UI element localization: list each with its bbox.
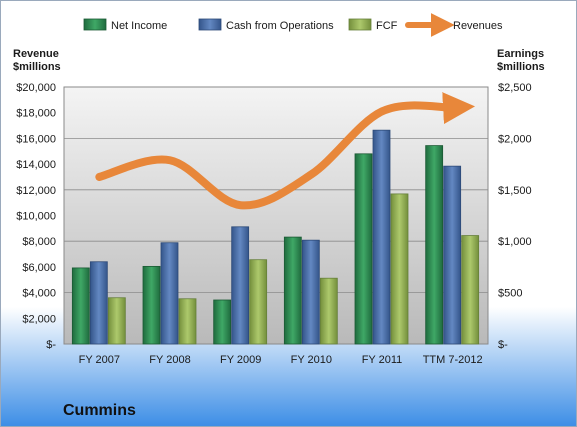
fcf-bar (178, 298, 197, 345)
right-axis-title-line1: Earnings (497, 48, 544, 60)
legend-cash-from-operations-label: Cash from Operations (226, 20, 334, 32)
fcf-bar (319, 277, 338, 345)
right-tick-label: $500 (498, 288, 522, 300)
legend-fcf: FCF (348, 18, 398, 32)
left-tick-label: $6,000 (22, 262, 56, 274)
right-axis-title-line2: $millions (497, 61, 545, 73)
fcf-bar (461, 235, 480, 345)
left-tick-label: $10,000 (16, 211, 56, 223)
right-tick-label: $1,000 (498, 236, 532, 248)
left-axis-title-line1: Revenue (13, 48, 59, 60)
category-label: FY 2011 (362, 354, 403, 366)
net-income-bar (283, 236, 302, 345)
left-tick-label: $16,000 (16, 133, 56, 145)
cash-from-operations-bar (231, 226, 250, 345)
left-tick-label: $2,000 (22, 313, 56, 325)
left-tick-label: $8,000 (22, 236, 56, 248)
legend-revenues-label: Revenues (453, 20, 503, 32)
legend-net-income: Net Income (83, 18, 167, 32)
net-income-bar (142, 265, 161, 345)
right-tick-label: $2,000 (498, 133, 532, 145)
cash-from-operations-bar (443, 165, 462, 345)
fcf-bar (390, 193, 409, 345)
category-label: FY 2007 (79, 354, 120, 366)
category-label: TTM 7-2012 (423, 354, 483, 366)
right-axis-ticks: $- $500 $1,000 $1,500 $2,000 $2,500 (498, 82, 532, 351)
company-name: Cummins (63, 402, 136, 419)
net-income-bar (354, 153, 373, 345)
legend-cash-from-operations: Cash from Operations (198, 18, 334, 32)
bars (71, 129, 480, 345)
legend: Net Income Cash from Operations FCF Revenue… (83, 13, 503, 37)
left-tick-label: $18,000 (16, 108, 56, 120)
cash-from-operations-bar (89, 261, 108, 345)
net-income-bar (425, 145, 444, 345)
legend-net-income-swatch (83, 18, 107, 31)
category-labels: FY 2007 FY 2008 FY 2009 FY 2010 FY 2011 TTM 7… (79, 354, 483, 366)
left-axis-title-line2: $millions (13, 61, 61, 73)
fcf-bar (249, 259, 268, 345)
left-tick-label: $- (46, 339, 56, 351)
legend-net-income-label: Net Income (111, 20, 167, 32)
revenues-line (95, 92, 476, 210)
net-income-bar (213, 299, 232, 345)
legend-fcf-swatch (348, 18, 372, 31)
right-tick-label: $1,500 (498, 185, 532, 197)
revenue-line (95, 92, 476, 210)
legend-revenues: Revenues (405, 13, 503, 37)
legend-fcf-label: FCF (376, 20, 398, 32)
cash-from-operations-bar (160, 242, 179, 345)
right-tick-label: $- (498, 339, 508, 351)
left-tick-label: $12,000 (16, 185, 56, 197)
left-tick-label: $20,000 (16, 82, 56, 94)
category-label: FY 2009 (220, 354, 261, 366)
gridlines (64, 137, 488, 294)
category-label: FY 2010 (291, 354, 332, 366)
cash-from-operations-bar (372, 129, 391, 345)
left-tick-label: $4,000 (22, 288, 56, 300)
left-tick-label: $14,000 (16, 159, 56, 171)
net-income-bar (71, 267, 90, 345)
fcf-bar (107, 297, 126, 345)
cash-from-operations-bar (301, 239, 320, 345)
category-label: FY 2008 (149, 354, 190, 366)
plot-area (63, 86, 489, 345)
legend-cash-from-operations-swatch (198, 18, 222, 31)
left-axis-ticks: $- $2,000 $4,000 $6,000 $8,000 $10,000 $12,000… (16, 82, 56, 351)
right-tick-label: $2,500 (498, 82, 532, 94)
